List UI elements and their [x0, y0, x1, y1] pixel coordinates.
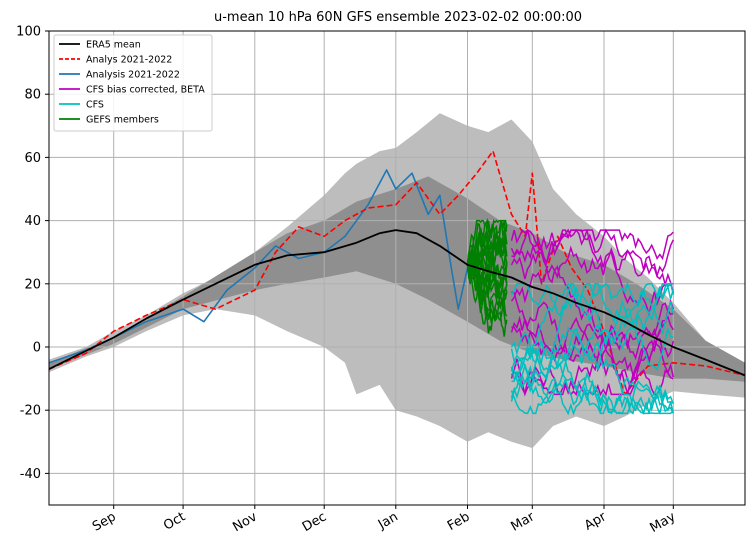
- legend-box: [53, 34, 213, 132]
- cfs-bc-member-line: [510, 228, 674, 279]
- cfs-member-line: [511, 282, 675, 387]
- gefs-member-line: [466, 217, 508, 266]
- series-era5-mean-line: [49, 229, 745, 377]
- cfs-member-line: [510, 282, 674, 371]
- cfs-member-line: [510, 282, 674, 364]
- cfs-member-line: [510, 372, 674, 415]
- gefs-member-line: [466, 264, 508, 304]
- cfs-member-line: [510, 281, 675, 317]
- cfs-bc-member-line: [510, 228, 674, 266]
- legend-label: Analysis 2021-2022: [86, 70, 180, 81]
- y-tick-label: 80: [24, 88, 41, 103]
- cfs-bc-member-line: [510, 229, 674, 315]
- y-tick-label: 0: [33, 341, 41, 356]
- cfs-member-line: [510, 371, 674, 415]
- cfs-bc-member-line: [510, 245, 675, 304]
- chart-title: u-mean 10 hPa 60N GFS ensemble 2023-02-0…: [214, 10, 582, 25]
- legend-label: ERA5 mean: [86, 40, 141, 51]
- y-tick-label: 20: [24, 277, 41, 292]
- cfs-bc-member-line: [511, 298, 675, 373]
- legend-label: GEFS members: [86, 115, 159, 126]
- legend-label: CFS: [86, 100, 104, 111]
- cfs-bc-member-line: [511, 291, 675, 378]
- y-tick-label: -20: [20, 404, 41, 419]
- cfs-member-line: [511, 301, 675, 383]
- axes-frame: [48, 30, 746, 506]
- y-tick-label: -40: [20, 467, 41, 482]
- legend-label: CFS bias corrected, BETA: [86, 85, 205, 96]
- series-analys-line: [49, 150, 745, 396]
- gefs-member-line: [466, 257, 508, 320]
- cfs-bc-member-line: [511, 229, 674, 390]
- y-tick-label: 60: [24, 151, 41, 166]
- legend: ERA5 mean Analys 2021-2022 Analysis 2021-2…: [53, 34, 213, 132]
- cfs-member-line: [510, 373, 675, 416]
- y-tick-label: 40: [24, 214, 41, 229]
- y-tick-label: 100: [16, 25, 41, 40]
- gefs-member-line: [466, 219, 508, 277]
- legend-label: Analys 2021-2022: [86, 55, 172, 66]
- gefs-member-line: [466, 227, 508, 287]
